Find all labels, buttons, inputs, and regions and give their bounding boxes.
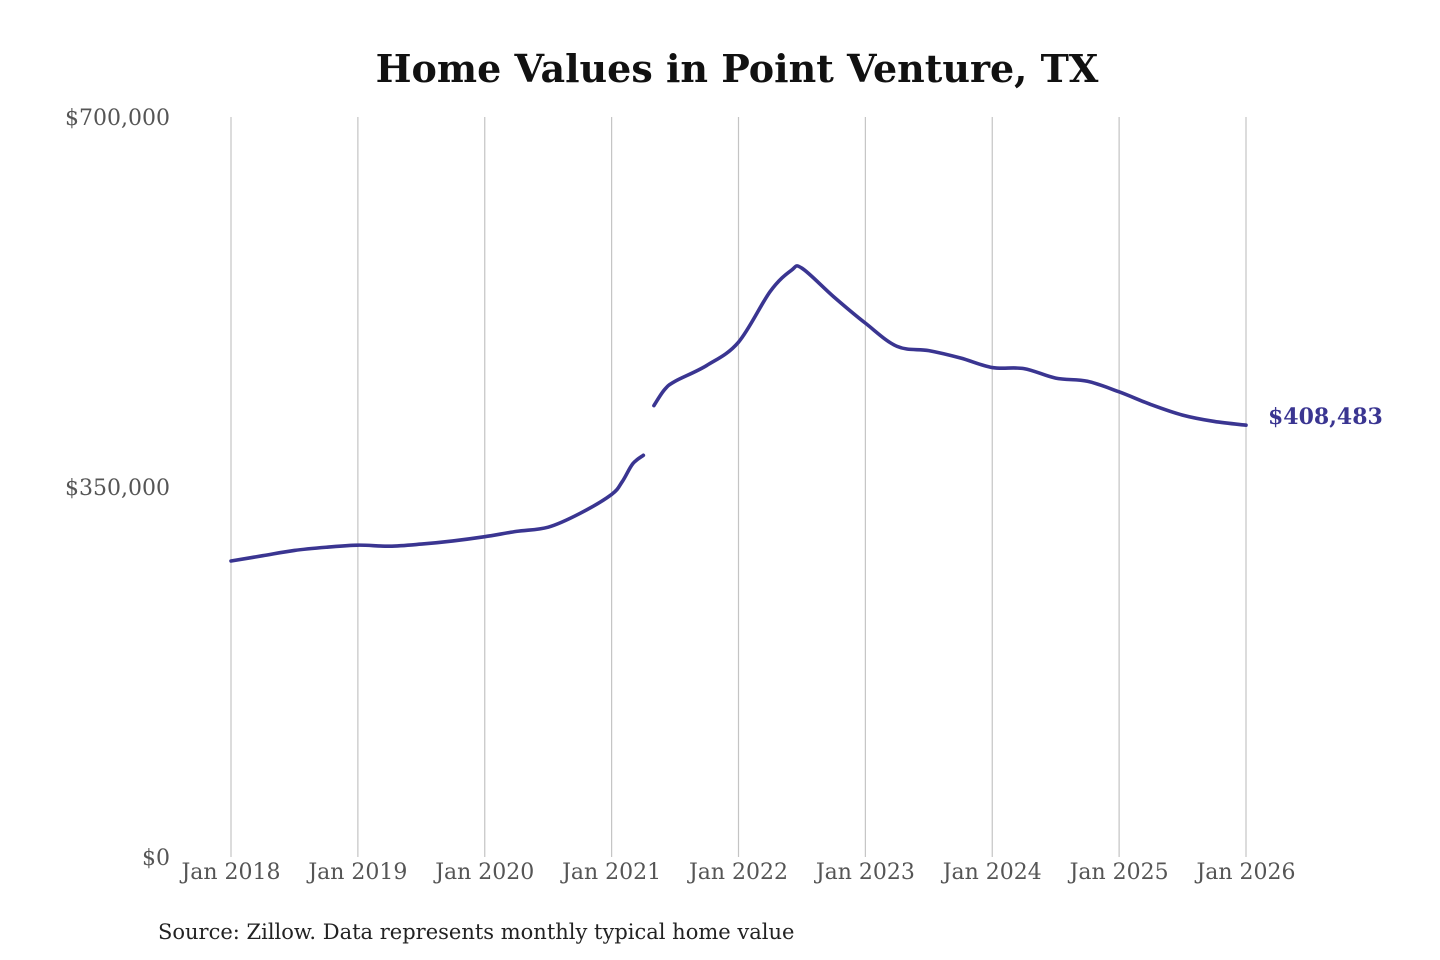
x-tick-label: Jan 2021 (560, 860, 661, 885)
home-value-series (229, 264, 1248, 563)
y-axis-tick-labels: $0 $350,000 $700,000 (65, 106, 170, 871)
y-tick-label: $0 (142, 846, 170, 871)
x-tick-label: Jan 2023 (814, 860, 915, 885)
x-tick-label: Jan 2018 (179, 860, 280, 885)
series-line-segment (229, 453, 646, 563)
x-tick-label: Jan 2022 (687, 860, 788, 885)
y-tick-label: $350,000 (65, 476, 170, 501)
x-tick-label: Jan 2019 (306, 860, 407, 885)
x-tick-label: Jan 2020 (433, 860, 534, 885)
series-line-segment (652, 264, 1248, 427)
source-note: Source: Zillow. Data represents monthly … (158, 920, 794, 944)
x-tick-label: Jan 2025 (1068, 860, 1169, 885)
x-tick-label: Jan 2026 (1194, 860, 1295, 885)
vertical-gridlines (230, 117, 1247, 857)
x-tick-label: Jan 2024 (941, 860, 1042, 885)
chart-title: Home Values in Point Venture, TX (376, 46, 1099, 91)
x-axis-tick-labels: Jan 2018 Jan 2019 Jan 2020 Jan 2021 Jan 2022… (179, 860, 1295, 885)
latest-value-label: $408,483 (1268, 404, 1383, 430)
y-tick-label: $700,000 (65, 106, 170, 131)
